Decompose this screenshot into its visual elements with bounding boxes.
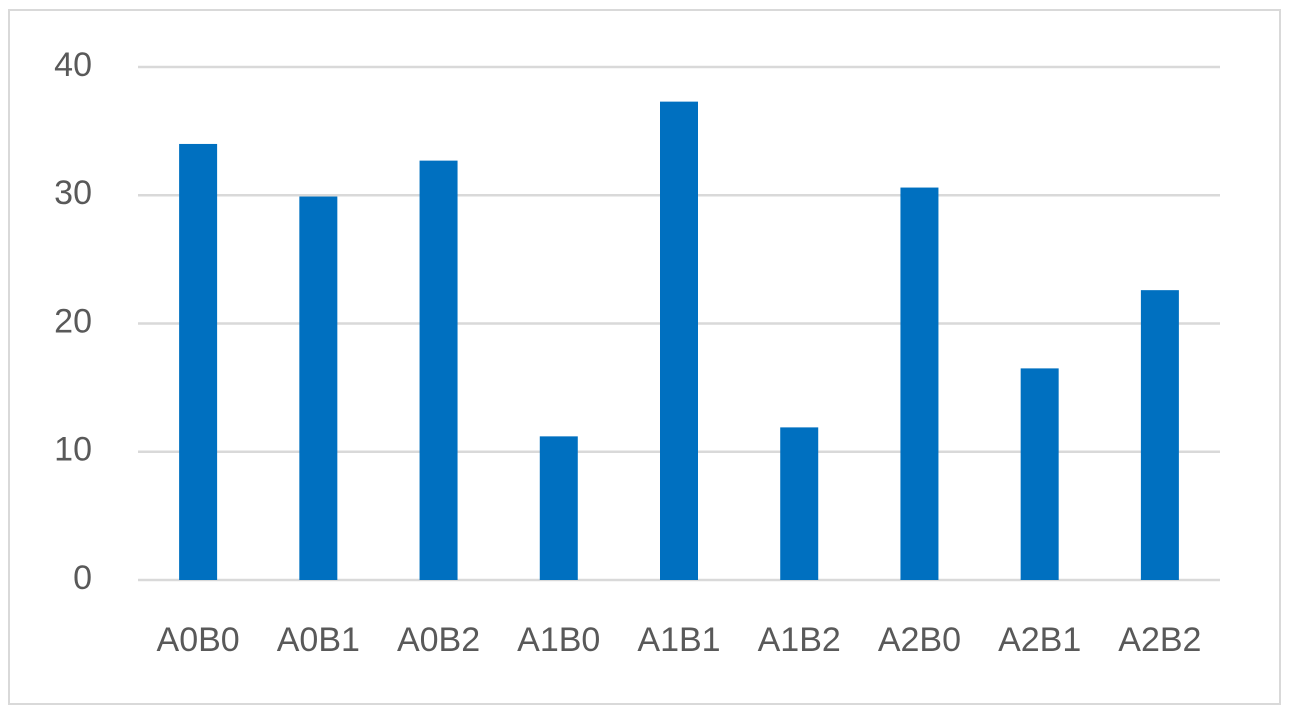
chart-frame [8,9,1281,705]
y-tick-label: 0 [73,559,92,597]
y-tick-label: 10 [54,431,92,469]
x-tick-label: A2B0 [878,621,961,659]
bar [179,143,218,580]
x-tick-label: A0B1 [277,621,360,659]
bar [539,436,578,580]
bar [299,196,338,580]
x-tick-label: A0B0 [157,621,240,659]
x-tick-label: A0B2 [397,621,480,659]
bar [660,101,698,580]
y-tick-label: 30 [54,174,92,212]
y-tick-label: 40 [54,46,92,84]
x-tick-label: A1B0 [517,621,600,659]
x-tick-label: A2B1 [998,621,1081,659]
x-tick-label: A1B1 [637,621,720,659]
bar [1140,290,1179,580]
bar [780,427,819,580]
bar [1020,368,1059,580]
bar [419,160,458,580]
x-tick-label: A2B2 [1118,621,1201,659]
x-tick-label: A1B2 [758,621,841,659]
y-tick-label: 20 [54,302,92,340]
bar [900,187,939,580]
